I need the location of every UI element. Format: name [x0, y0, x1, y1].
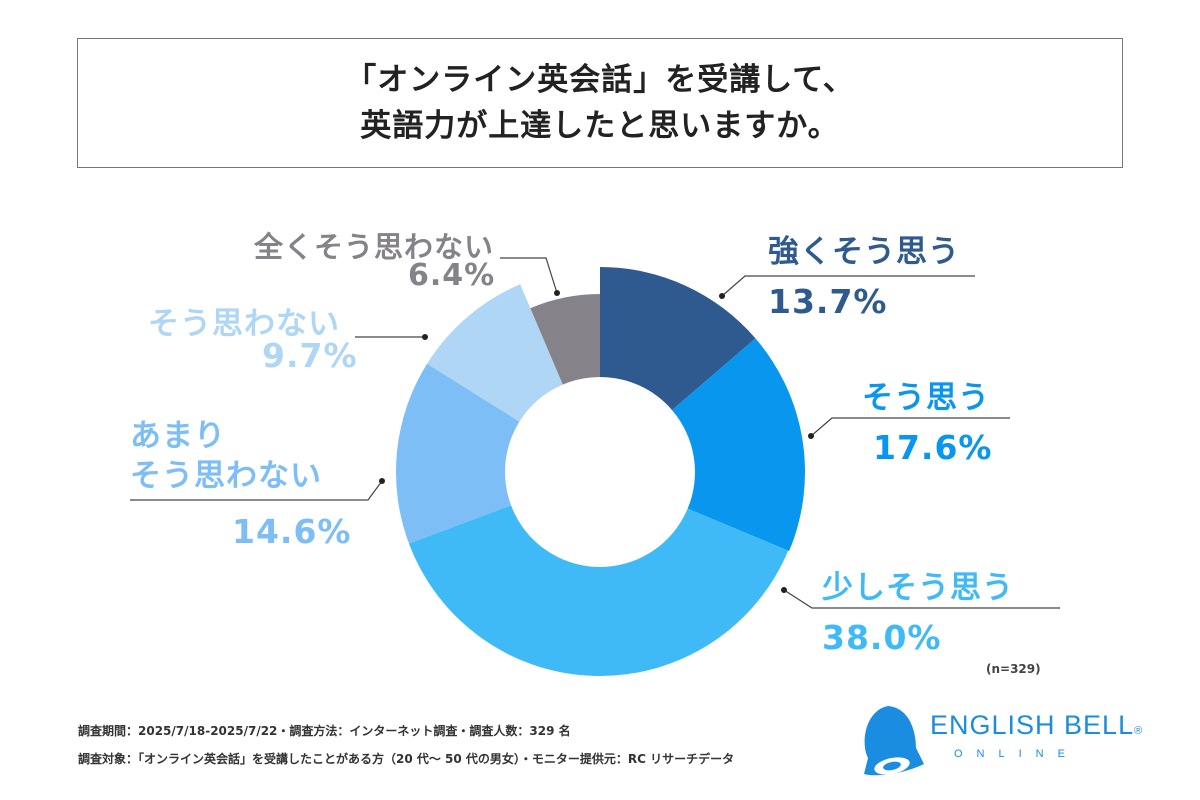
label-agree: そう思う [862, 380, 990, 416]
value-somewhat: 38.0% [822, 618, 942, 657]
leader-strong-disagree [500, 257, 558, 294]
value-not-much: 14.6% [232, 512, 352, 551]
logo-name: ENGLISH BELL [930, 710, 1135, 740]
sample-size-note: (n=329) [986, 662, 1041, 676]
donut-slice-1 [672, 338, 805, 552]
donut-slice-2 [408, 505, 789, 677]
value-agree: 17.6% [873, 428, 993, 467]
footer-survey-info: 調査期間：2025/7/18-2025/7/22・調査方法：インターネット調査・… [78, 724, 571, 738]
leader-not-much [130, 480, 383, 501]
leader-strong-agree [721, 275, 975, 297]
logo-registered-mark: ® [1134, 725, 1144, 737]
label-not-much-line2: そう思わない [130, 458, 322, 494]
leader-agree [810, 417, 1010, 437]
donut-slice-5 [530, 294, 600, 385]
label-strong-disagree: 全くそう思わない [254, 230, 495, 264]
donut-slice-4 [427, 284, 563, 422]
label-disagree: そう思わない [148, 306, 340, 342]
donut-slice-0 [600, 267, 756, 411]
logo-sub: ONLINE [954, 748, 1079, 760]
title-line-2: 英語力が上達したと思いますか。 [360, 108, 840, 144]
label-somewhat: 少しそう思う [822, 570, 1014, 606]
value-disagree: 9.7% [262, 336, 358, 375]
donut-slice-3 [395, 363, 520, 544]
label-strong-agree: 強くそう思う [768, 234, 960, 270]
title-box: 「オンライン英会話」を受講して、 英語力が上達したと思いますか。 [77, 38, 1123, 168]
value-strong-agree: 13.7% [768, 282, 888, 321]
bell-icon [864, 706, 924, 776]
label-not-much-line1: あまり [130, 418, 226, 454]
leader-somewhat [783, 589, 1060, 609]
english-bell-logo: ENGLISH BELL® ONLINE [858, 702, 1158, 782]
footer-survey-target: 調査対象：「オンライン英会話」を受講したことがある方（20 代～ 50 代の男女… [78, 752, 735, 766]
title-line-1: 「オンライン英会話」を受講して、 [345, 62, 855, 98]
value-strong-disagree: 6.4% [408, 258, 496, 293]
leader-lines [130, 257, 1060, 609]
